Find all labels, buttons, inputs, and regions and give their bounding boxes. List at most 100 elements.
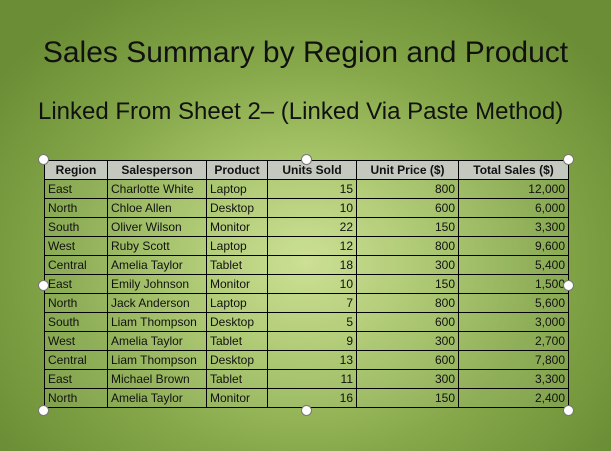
cell-total-sales: 3,300 bbox=[458, 369, 569, 389]
cell-units-sold: 11 bbox=[267, 369, 357, 389]
cell-unit-price: 800 bbox=[356, 236, 459, 256]
cell-product: Desktop bbox=[206, 350, 268, 370]
cell-region: West bbox=[44, 236, 108, 256]
cell-salesperson: Liam Thompson bbox=[107, 350, 207, 370]
cell-units-sold: 10 bbox=[267, 198, 357, 218]
table-row: South Oliver Wilson Monitor 22 150 3,300 bbox=[44, 217, 569, 237]
cell-product: Tablet bbox=[206, 369, 268, 389]
table-row: North Chloe Allen Desktop 10 600 6,000 bbox=[44, 198, 569, 218]
cell-product: Desktop bbox=[206, 198, 268, 218]
cell-salesperson: Oliver Wilson bbox=[107, 217, 207, 237]
cell-unit-price: 300 bbox=[356, 255, 459, 275]
cell-salesperson: Amelia Taylor bbox=[107, 255, 207, 275]
header-product: Product bbox=[206, 160, 268, 180]
slide-title: Sales Summary by Region and Product bbox=[42, 36, 569, 69]
cell-unit-price: 800 bbox=[356, 293, 459, 313]
resize-handle-bottom-left[interactable] bbox=[38, 405, 49, 416]
cell-total-sales: 12,000 bbox=[458, 179, 569, 199]
cell-product: Tablet bbox=[206, 331, 268, 351]
cell-region: North bbox=[44, 198, 108, 218]
cell-salesperson: Emily Johnson bbox=[107, 274, 207, 294]
cell-product: Monitor bbox=[206, 274, 268, 294]
header-units-sold: Units Sold bbox=[267, 160, 357, 180]
cell-salesperson: Liam Thompson bbox=[107, 312, 207, 332]
cell-units-sold: 16 bbox=[267, 388, 357, 408]
cell-total-sales: 3,300 bbox=[458, 217, 569, 237]
cell-salesperson: Amelia Taylor bbox=[107, 331, 207, 351]
cell-region: South bbox=[44, 312, 108, 332]
cell-total-sales: 6,000 bbox=[458, 198, 569, 218]
cell-region: Central bbox=[44, 350, 108, 370]
cell-units-sold: 18 bbox=[267, 255, 357, 275]
cell-unit-price: 300 bbox=[356, 331, 459, 351]
cell-total-sales: 3,000 bbox=[458, 312, 569, 332]
cell-product: Desktop bbox=[206, 312, 268, 332]
cell-region: North bbox=[44, 293, 108, 313]
table-row: East Michael Brown Tablet 11 300 3,300 bbox=[44, 369, 569, 389]
cell-salesperson: Amelia Taylor bbox=[107, 388, 207, 408]
cell-product: Monitor bbox=[206, 217, 268, 237]
header-region: Region bbox=[44, 160, 108, 180]
cell-unit-price: 600 bbox=[356, 312, 459, 332]
cell-unit-price: 150 bbox=[356, 274, 459, 294]
slide-subtitle: Linked From Sheet 2– (Linked Via Paste M… bbox=[38, 98, 564, 125]
resize-handle-middle-right[interactable] bbox=[563, 280, 574, 291]
cell-region: Central bbox=[44, 255, 108, 275]
cell-total-sales: 7,800 bbox=[458, 350, 569, 370]
cell-units-sold: 13 bbox=[267, 350, 357, 370]
table-row: East Emily Johnson Monitor 10 150 1,500 bbox=[44, 274, 569, 294]
cell-product: Monitor bbox=[206, 388, 268, 408]
cell-product: Laptop bbox=[206, 179, 268, 199]
cell-total-sales: 5,600 bbox=[458, 293, 569, 313]
table-row: North Amelia Taylor Monitor 16 150 2,400 bbox=[44, 388, 569, 408]
cell-units-sold: 10 bbox=[267, 274, 357, 294]
cell-unit-price: 300 bbox=[356, 369, 459, 389]
cell-units-sold: 12 bbox=[267, 236, 357, 256]
cell-unit-price: 600 bbox=[356, 350, 459, 370]
resize-handle-top-right[interactable] bbox=[563, 154, 574, 165]
cell-units-sold: 7 bbox=[267, 293, 357, 313]
cell-region: East bbox=[44, 179, 108, 199]
table-row: South Liam Thompson Desktop 5 600 3,000 bbox=[44, 312, 569, 332]
linked-excel-table[interactable]: Region Salesperson Product Units Sold Un… bbox=[44, 160, 569, 408]
cell-unit-price: 800 bbox=[356, 179, 459, 199]
cell-unit-price: 600 bbox=[356, 198, 459, 218]
resize-handle-bottom-right[interactable] bbox=[563, 405, 574, 416]
cell-salesperson: Michael Brown bbox=[107, 369, 207, 389]
cell-total-sales: 2,400 bbox=[458, 388, 569, 408]
cell-region: East bbox=[44, 274, 108, 294]
cell-salesperson: Jack Anderson bbox=[107, 293, 207, 313]
table-row: North Jack Anderson Laptop 7 800 5,600 bbox=[44, 293, 569, 313]
cell-region: South bbox=[44, 217, 108, 237]
resize-handle-middle-left[interactable] bbox=[38, 280, 49, 291]
cell-units-sold: 5 bbox=[267, 312, 357, 332]
header-unit-price: Unit Price ($) bbox=[356, 160, 459, 180]
cell-total-sales: 1,500 bbox=[458, 274, 569, 294]
cell-salesperson: Charlotte White bbox=[107, 179, 207, 199]
table-row: West Ruby Scott Laptop 12 800 9,600 bbox=[44, 236, 569, 256]
table-header-row: Region Salesperson Product Units Sold Un… bbox=[44, 160, 569, 180]
table-row: West Amelia Taylor Tablet 9 300 2,700 bbox=[44, 331, 569, 351]
cell-region: East bbox=[44, 369, 108, 389]
cell-total-sales: 9,600 bbox=[458, 236, 569, 256]
table-row: Central Liam Thompson Desktop 13 600 7,8… bbox=[44, 350, 569, 370]
table-row: East Charlotte White Laptop 15 800 12,00… bbox=[44, 179, 569, 199]
resize-handle-top-center[interactable] bbox=[301, 154, 312, 165]
cell-total-sales: 5,400 bbox=[458, 255, 569, 275]
cell-salesperson: Ruby Scott bbox=[107, 236, 207, 256]
table-row: Central Amelia Taylor Tablet 18 300 5,40… bbox=[44, 255, 569, 275]
cell-unit-price: 150 bbox=[356, 217, 459, 237]
cell-units-sold: 15 bbox=[267, 179, 357, 199]
resize-handle-bottom-center[interactable] bbox=[301, 405, 312, 416]
cell-region: West bbox=[44, 331, 108, 351]
cell-region: North bbox=[44, 388, 108, 408]
header-total-sales: Total Sales ($) bbox=[458, 160, 569, 180]
cell-salesperson: Chloe Allen bbox=[107, 198, 207, 218]
cell-total-sales: 2,700 bbox=[458, 331, 569, 351]
cell-units-sold: 9 bbox=[267, 331, 357, 351]
cell-units-sold: 22 bbox=[267, 217, 357, 237]
cell-unit-price: 150 bbox=[356, 388, 459, 408]
cell-product: Tablet bbox=[206, 255, 268, 275]
header-salesperson: Salesperson bbox=[107, 160, 207, 180]
resize-handle-top-left[interactable] bbox=[38, 154, 49, 165]
